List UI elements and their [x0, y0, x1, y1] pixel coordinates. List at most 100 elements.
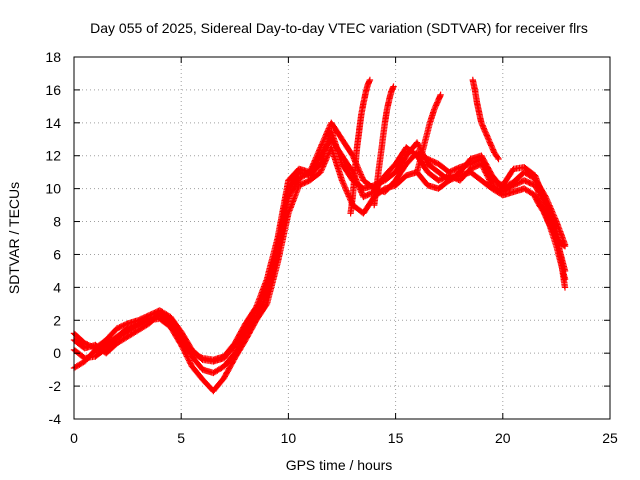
axis-ticks	[73, 56, 611, 420]
data-point	[424, 155, 441, 167]
data-point	[478, 155, 495, 183]
y-tick-label: 12	[45, 148, 61, 164]
series-9	[531, 193, 569, 250]
data-point	[495, 155, 502, 163]
data-point	[478, 177, 495, 191]
data-point	[188, 353, 205, 372]
data-point	[210, 364, 226, 377]
data-point	[188, 363, 205, 382]
series-7	[413, 91, 444, 176]
data-point	[328, 136, 345, 158]
data-point	[392, 153, 409, 176]
data-point	[274, 178, 292, 242]
data-point	[424, 160, 441, 175]
data-point	[418, 137, 429, 159]
data-point	[263, 236, 281, 283]
data-point	[381, 178, 398, 196]
data-point	[81, 347, 98, 365]
data-point	[338, 152, 356, 175]
data-point	[561, 284, 569, 291]
y-tick-label: -2	[49, 378, 62, 394]
y-tick-label: 8	[53, 214, 61, 230]
data-point	[413, 154, 425, 176]
data-point	[253, 293, 270, 321]
data-point	[392, 173, 409, 189]
y-tick-label: 2	[53, 312, 61, 328]
data-point	[317, 137, 334, 159]
data-point	[113, 326, 130, 340]
data-point	[156, 307, 173, 320]
y-tick-labels: -4 -2 0 2 4 6 8 10 12 14 16 18	[45, 49, 61, 427]
data-point	[242, 315, 259, 337]
data-point	[366, 76, 374, 84]
data-series	[70, 76, 569, 395]
data-point	[422, 121, 433, 143]
x-tick-label: 0	[70, 430, 78, 446]
data-point	[392, 145, 409, 168]
x-tick-labels: 0 5 10 15 20 25	[70, 430, 618, 446]
data-point	[437, 91, 444, 98]
data-point	[561, 243, 569, 250]
data-point	[328, 119, 345, 142]
data-point	[531, 193, 542, 207]
series-5	[347, 76, 374, 217]
data-point	[306, 169, 323, 184]
y-tick-label: 18	[45, 49, 61, 65]
data-point	[381, 161, 398, 179]
x-axis-label: GPS time / hours	[286, 457, 393, 473]
data-point	[499, 167, 516, 189]
data-point	[499, 179, 516, 192]
y-tick-label: 14	[45, 115, 61, 131]
data-point	[178, 341, 195, 369]
data-point	[521, 164, 537, 178]
data-point	[521, 185, 537, 198]
data-point	[392, 162, 409, 184]
y-tick-label: -4	[49, 411, 62, 427]
plot-frame	[73, 56, 611, 420]
data-point	[456, 166, 473, 184]
y-tick-label: 4	[53, 279, 61, 295]
y-axis-label: SDTVAR / TECUs	[6, 182, 22, 294]
data-point	[253, 277, 270, 311]
data-point	[156, 312, 173, 326]
data-point	[499, 183, 516, 196]
data-point	[220, 356, 238, 382]
data-point	[544, 218, 555, 232]
data-point	[553, 234, 563, 246]
data-point	[306, 161, 323, 179]
series-6	[371, 83, 397, 209]
data-point	[199, 376, 216, 394]
series-4	[70, 119, 569, 372]
x-tick-label: 20	[495, 430, 511, 446]
x-tick-label: 5	[177, 430, 185, 446]
data-point	[491, 149, 501, 161]
data-point	[103, 341, 119, 357]
data-point	[553, 218, 568, 247]
chart-title: Day 055 of 2025, Sidereal Day-to-day VTE…	[90, 20, 588, 36]
data-point	[390, 83, 397, 90]
y-tick-label: 6	[53, 246, 61, 262]
x-tick-label: 10	[281, 430, 297, 446]
data-point	[531, 172, 549, 204]
y-tick-label: 10	[45, 181, 61, 197]
data-point	[113, 334, 130, 347]
data-point	[242, 305, 259, 327]
data-point	[536, 201, 546, 214]
data-point	[328, 144, 345, 183]
data-point	[381, 169, 398, 184]
x-tick-label: 15	[388, 430, 404, 446]
data-point	[178, 336, 195, 356]
data-point	[210, 375, 227, 395]
data-point	[135, 321, 151, 334]
data-point	[231, 321, 248, 347]
y-tick-label: 0	[53, 345, 61, 361]
data-point	[542, 198, 559, 232]
data-point	[167, 320, 184, 342]
data-point	[220, 341, 237, 360]
data-point	[306, 145, 324, 176]
data-point	[285, 166, 302, 184]
data-point	[231, 331, 248, 357]
data-point	[403, 150, 420, 168]
